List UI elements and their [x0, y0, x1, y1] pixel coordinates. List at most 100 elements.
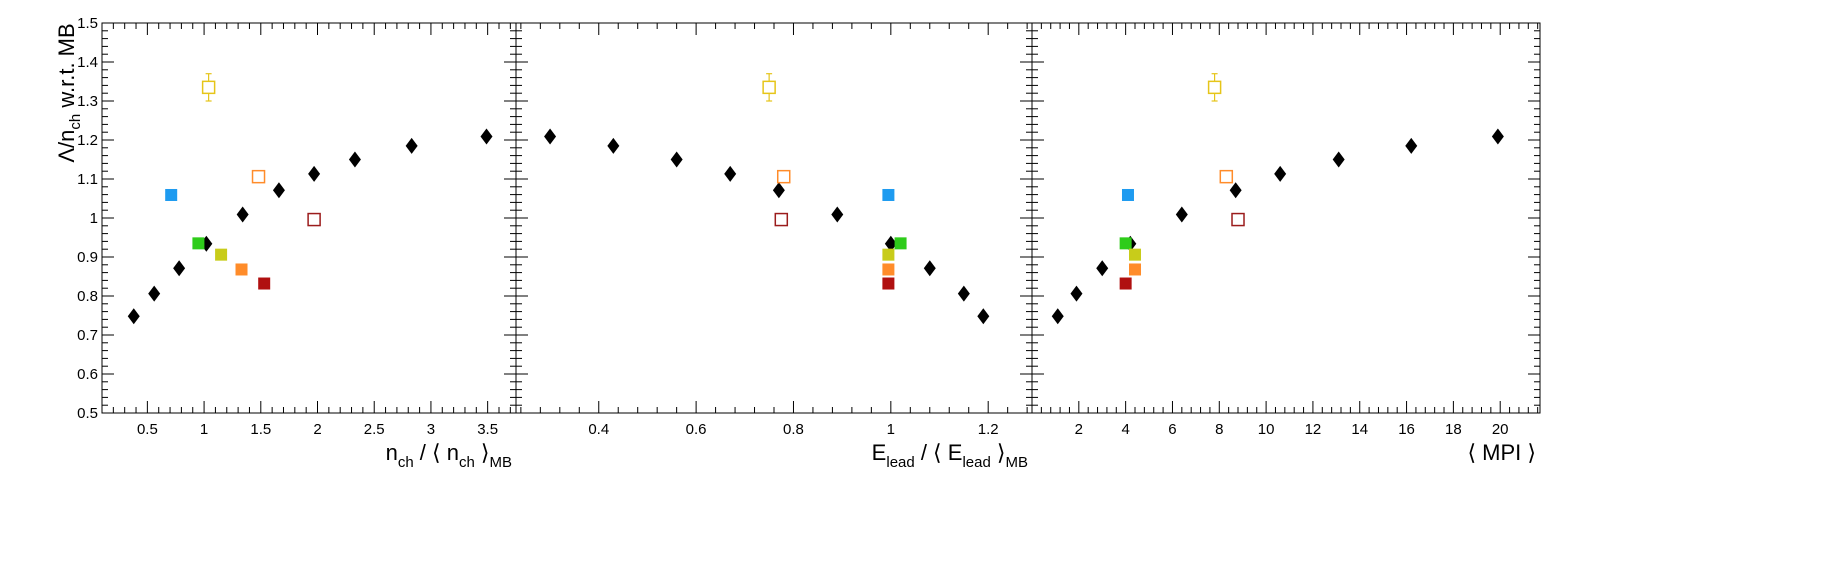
- series-diamond: [127, 128, 493, 325]
- data-point: [1229, 182, 1242, 199]
- x-tick-label: 1.2: [978, 421, 999, 438]
- x-axis-title-part: lead: [962, 454, 990, 471]
- x-tick-label: 1: [887, 421, 895, 438]
- data-point: [762, 80, 776, 95]
- series-open-square: [201, 73, 216, 102]
- y-tick-label: 0.8: [77, 288, 98, 305]
- x-tick-label: 6: [1168, 421, 1176, 438]
- x-tick-label: 20: [1492, 421, 1509, 438]
- data-point: [1231, 212, 1245, 227]
- data-point: [882, 277, 895, 290]
- series-open-square: [1231, 212, 1245, 227]
- y-axis-title-main: Λ/n: [54, 130, 79, 163]
- series-square: [894, 237, 907, 250]
- x-tick-label: 12: [1305, 421, 1322, 438]
- x-axis-title-part: lead: [886, 454, 914, 471]
- x-axis-title-part: ch: [398, 454, 414, 471]
- series-diamond: [1051, 128, 1504, 325]
- series-square: [215, 248, 228, 261]
- x-axis-title-part: ⟨ MPI ⟩: [1467, 440, 1536, 465]
- data-point: [1219, 169, 1234, 184]
- x-tick-label: 18: [1445, 421, 1462, 438]
- data-point: [1129, 263, 1142, 276]
- data-point: [405, 137, 418, 154]
- series-square: [258, 277, 271, 290]
- x-tick-label: 14: [1351, 421, 1368, 438]
- data-point: [258, 277, 271, 290]
- data-point: [1274, 165, 1287, 182]
- series-square: [1121, 188, 1134, 201]
- data-point: [774, 212, 789, 227]
- data-point: [1051, 308, 1064, 325]
- x-axis-title-part: MB: [490, 454, 513, 471]
- series-square: [1129, 263, 1142, 276]
- x-axis-title-part: n: [386, 440, 398, 465]
- data-point: [201, 80, 216, 95]
- x-tick-label: 3.5: [477, 421, 498, 438]
- y-tick-label: 0.6: [77, 366, 98, 383]
- data-point: [923, 260, 936, 277]
- data-point: [480, 128, 493, 145]
- y-tick-label: 1.2: [77, 132, 98, 149]
- series-square: [235, 263, 248, 276]
- data-point: [831, 206, 844, 223]
- data-point: [977, 308, 990, 325]
- series-square: [882, 277, 895, 290]
- x-axis-title-part: ch: [459, 454, 475, 471]
- series-square: [882, 248, 895, 261]
- y-tick-label: 0.9: [77, 249, 98, 266]
- data-point: [307, 212, 321, 227]
- data-point: [215, 248, 228, 261]
- series-open-square: [1207, 73, 1222, 102]
- y-axis-title-sub: ch: [67, 114, 84, 130]
- data-point: [308, 165, 321, 182]
- series-square: [1119, 237, 1132, 250]
- data-point: [1121, 188, 1134, 201]
- series-square: [882, 263, 895, 276]
- x-tick-label: 16: [1398, 421, 1415, 438]
- x-tick-label: 1.5: [250, 421, 271, 438]
- data-point: [1119, 277, 1132, 290]
- data-point: [544, 128, 557, 145]
- x-axis-title: nch / ⟨ nch ⟩MB: [386, 440, 512, 471]
- series-diamond: [544, 128, 990, 325]
- data-point: [1175, 206, 1188, 223]
- series-open-square: [307, 212, 321, 227]
- series-square: [165, 188, 178, 201]
- data-point: [957, 285, 970, 302]
- y-tick-label: 1.3: [77, 93, 98, 110]
- x-tick-label: 0.4: [588, 421, 609, 438]
- data-point: [882, 248, 895, 261]
- data-point: [348, 151, 361, 168]
- data-point: [251, 169, 266, 184]
- data-point: [724, 165, 737, 182]
- data-point: [894, 237, 907, 250]
- x-tick-label: 1: [200, 421, 208, 438]
- data-point: [1332, 151, 1345, 168]
- data-point: [1405, 137, 1418, 154]
- data-point: [884, 235, 897, 252]
- x-tick-label: 0.5: [137, 421, 158, 438]
- data-point: [173, 260, 186, 277]
- x-tick-label: 2: [1075, 421, 1083, 438]
- x-axis-title-part: ⟩: [475, 440, 490, 465]
- data-point: [1119, 237, 1132, 250]
- series-square: [1119, 277, 1132, 290]
- x-axis-title: ⟨ MPI ⟩: [1467, 440, 1536, 465]
- x-tick-label: 2.5: [364, 421, 385, 438]
- x-tick-label: 0.6: [686, 421, 707, 438]
- data-point: [1070, 285, 1083, 302]
- y-axis-title-rest: w.r.t. MB: [54, 23, 79, 113]
- y-tick-label: 1.1: [77, 171, 98, 188]
- data-point: [236, 206, 249, 223]
- data-point: [1491, 128, 1504, 145]
- data-point: [776, 169, 791, 184]
- y-tick-label: 0.5: [77, 405, 98, 422]
- y-axis-title: Λ/nch w.r.t. MB: [54, 23, 84, 162]
- data-point: [772, 182, 785, 199]
- series-square: [882, 188, 895, 201]
- y-tick-label: 1.5: [77, 15, 98, 32]
- x-tick-label: 8: [1215, 421, 1223, 438]
- x-tick-label: 3: [427, 421, 435, 438]
